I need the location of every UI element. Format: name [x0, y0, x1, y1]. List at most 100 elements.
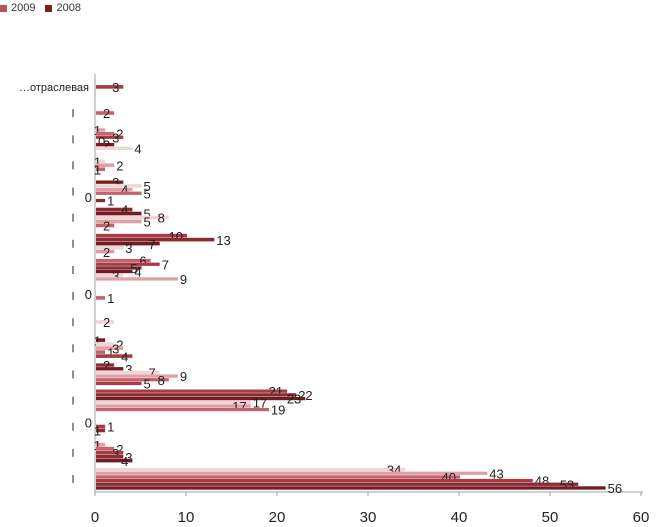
bar	[96, 486, 606, 490]
bar	[96, 450, 124, 455]
bar	[96, 187, 133, 192]
x-tick-label: 40	[451, 509, 468, 526]
data-label: 1	[107, 291, 114, 306]
data-label: 2	[103, 358, 110, 373]
bar	[96, 111, 115, 115]
data-label: 2	[103, 315, 110, 330]
bar	[96, 407, 269, 412]
data-label: 4	[134, 265, 141, 280]
data-label: 2	[103, 245, 110, 260]
x-tick-label: 60	[633, 509, 650, 526]
bar	[96, 482, 579, 486]
data-label: 2	[116, 337, 123, 352]
data-label: 0	[85, 287, 92, 302]
data-label: 2	[116, 127, 123, 142]
bar	[96, 245, 124, 250]
bar	[96, 131, 115, 136]
data-label: 10	[169, 229, 183, 244]
data-label: 4	[121, 349, 128, 364]
legend-swatch-2008	[45, 4, 53, 12]
x-tick-label: 50	[542, 509, 559, 526]
legend-swatch-2009	[0, 4, 7, 12]
data-label: 2	[103, 106, 110, 121]
bar	[96, 159, 106, 163]
data-label: 1	[107, 345, 114, 360]
bar	[96, 346, 124, 350]
bar	[96, 370, 160, 375]
data-label: 5	[144, 215, 151, 230]
data-label: 2	[103, 138, 110, 153]
bar	[96, 241, 160, 246]
data-label: 3	[112, 130, 119, 145]
data-label: 5	[144, 179, 151, 194]
data-label: 8	[158, 373, 165, 388]
bar	[96, 296, 106, 300]
bar	[96, 258, 151, 263]
bar	[96, 367, 124, 371]
bar	[96, 215, 169, 220]
bar	[96, 396, 306, 401]
bar	[96, 458, 133, 463]
bar	[96, 389, 288, 393]
bar	[96, 338, 106, 342]
bar	[96, 184, 142, 188]
bar	[96, 85, 124, 89]
data-label: 5	[144, 186, 151, 201]
legend: 2009 2008	[0, 0, 91, 16]
data-label: 4	[121, 183, 128, 198]
data-label: 6	[139, 254, 146, 269]
bar	[96, 207, 133, 212]
data-label: 3	[125, 362, 132, 377]
data-label: 8	[158, 211, 165, 226]
x-tick-label: 20	[269, 509, 286, 526]
bar	[96, 378, 169, 382]
data-label: 7	[162, 257, 169, 272]
data-label: 5	[144, 207, 151, 222]
bar	[96, 467, 406, 472]
data-label: 1	[94, 154, 101, 169]
data-label: 13	[216, 233, 230, 248]
bar	[96, 363, 115, 367]
bar	[96, 374, 178, 378]
data-label: 4	[134, 141, 141, 156]
data-label: 3	[112, 446, 119, 461]
x-tick-label: 0	[91, 509, 99, 526]
data-label: 3	[112, 268, 119, 283]
bar	[96, 163, 115, 167]
data-label: 4	[121, 454, 128, 469]
data-label: 9	[180, 369, 187, 384]
bar	[96, 143, 115, 147]
bar	[96, 233, 187, 238]
bar	[96, 223, 115, 228]
bar	[96, 167, 106, 171]
bar	[96, 454, 124, 459]
data-label: 9	[180, 272, 187, 287]
legend-item-2009: 2009	[0, 2, 35, 14]
data-label: 1	[107, 194, 114, 209]
bar	[96, 320, 115, 324]
x-tick-label: 30	[360, 509, 377, 526]
bar	[96, 249, 115, 254]
bar	[96, 128, 106, 132]
data-label: 0	[85, 416, 92, 431]
bar	[96, 442, 106, 447]
data-label: 17	[232, 399, 246, 414]
data-label: 2	[116, 442, 123, 457]
bar	[96, 381, 142, 386]
legend-label-2008: 2008	[56, 2, 81, 14]
data-label: 3	[125, 450, 132, 465]
bar	[96, 400, 251, 404]
bar	[96, 478, 533, 483]
data-label: 4	[121, 203, 128, 218]
data-label: 1	[94, 162, 101, 177]
data-label: 5	[130, 261, 137, 276]
data-label: 17	[253, 395, 267, 410]
bar	[96, 424, 106, 429]
bar	[96, 393, 297, 397]
x-tick-label: 10	[178, 509, 195, 526]
data-label: 19	[271, 403, 285, 418]
bar	[96, 219, 142, 224]
data-label: 1	[94, 424, 101, 439]
data-label: 3	[112, 341, 119, 356]
